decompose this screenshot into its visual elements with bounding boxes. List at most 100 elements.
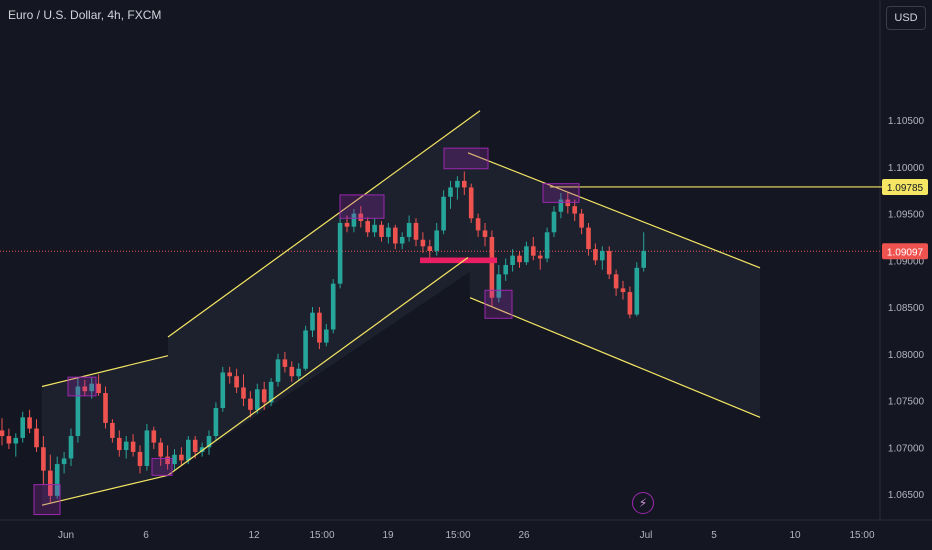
candle-body (96, 383, 101, 394)
candle-body (586, 227, 591, 250)
y-tick-label: 1.09500 (888, 210, 925, 221)
candle-body (296, 368, 301, 377)
candle-body (593, 249, 598, 261)
candle-body (75, 386, 81, 437)
candle-body (351, 213, 357, 227)
candle-body (468, 187, 474, 219)
y-tick-label: 1.09000 (888, 256, 925, 267)
candle-body (386, 227, 391, 237)
chart-title: Euro / U.S. Dollar, 4h, FXCM (8, 8, 162, 22)
candle-body (248, 398, 253, 410)
zone-box-1 (33, 484, 61, 516)
candle-body (186, 439, 191, 461)
candle-body (117, 437, 122, 451)
y-tick-label: 1.08000 (888, 350, 925, 361)
candle-body (165, 456, 170, 465)
candle-body (524, 246, 529, 263)
candle-body (103, 393, 108, 423)
candle-body (275, 359, 281, 382)
candle-body (130, 441, 136, 452)
candle-body (406, 222, 412, 237)
candle-body (20, 417, 25, 438)
candle-body (151, 430, 157, 443)
y-tick-label: 1.07000 (888, 443, 925, 454)
x-tick-label: 19 (382, 530, 394, 541)
candle-body (137, 451, 143, 466)
lightning-bolt-icon[interactable]: ⚡ (632, 492, 654, 514)
candle-body (68, 436, 74, 459)
trendline-0 (41, 355, 169, 388)
zone-box-5 (542, 183, 580, 203)
y-tick-label: 1.06500 (888, 490, 925, 501)
y-tick-label: 1.10000 (888, 163, 925, 174)
trendline-5 (469, 297, 761, 418)
candle-body (393, 227, 398, 244)
candle-body (600, 250, 605, 261)
candle-body (206, 436, 212, 448)
candle-body (489, 236, 495, 298)
candle-body (613, 274, 619, 289)
candle-body (54, 464, 60, 496)
x-tick-label: 26 (518, 530, 530, 541)
x-tick-label: 5 (711, 530, 717, 541)
x-tick-label: 10 (789, 530, 801, 541)
candle-body (282, 359, 288, 367)
x-tick-label: 15:00 (849, 530, 874, 541)
candle-body (227, 372, 232, 377)
candle-body (34, 428, 39, 448)
candle-body (213, 407, 219, 437)
candle-body (627, 292, 633, 315)
currency-button[interactable]: USD (886, 6, 926, 30)
y-tick-label: 1.10500 (888, 116, 925, 127)
candle-body (0, 430, 5, 437)
candle-body (82, 386, 88, 392)
candle-body (641, 250, 646, 268)
last-price-label: 1.09097 (887, 247, 924, 258)
candle-body (372, 224, 377, 233)
candle-body (634, 267, 640, 315)
candle-body (179, 454, 184, 461)
candle-body (89, 383, 94, 392)
candle-body (324, 329, 329, 343)
candle-body (475, 218, 481, 231)
candle-body (358, 213, 364, 222)
y-tick-label: 1.07500 (888, 397, 925, 408)
candle-body (220, 372, 226, 408)
x-tick-label: 6 (143, 530, 149, 541)
zone-box-3 (339, 194, 385, 219)
level-price-label-bg (882, 178, 928, 195)
candle-body (434, 230, 439, 251)
candle-body (510, 255, 515, 265)
candle-body (241, 387, 246, 399)
candle-body (234, 376, 239, 388)
candle-body (365, 221, 370, 233)
candle-body (289, 366, 295, 377)
channel-fill-0 (42, 355, 168, 506)
range-marker (420, 257, 497, 264)
candle-body (255, 389, 260, 410)
x-tick-label: Jul (640, 530, 653, 541)
candle-body (144, 430, 150, 466)
candle-body (413, 222, 419, 240)
candle-body (448, 187, 453, 197)
candle-body (61, 458, 67, 465)
candle-body (172, 454, 177, 465)
zone-box-6 (484, 289, 513, 319)
x-tick-label: Jun (58, 530, 74, 541)
candle-body (310, 312, 315, 331)
x-tick-label: 12 (248, 530, 260, 541)
candle-body (496, 274, 502, 298)
candle-body (517, 255, 522, 263)
candle-body (579, 213, 584, 228)
candle-body (531, 246, 536, 256)
candle-body (317, 312, 322, 343)
last-price-label-bg (882, 243, 928, 260)
candle-body (558, 199, 564, 212)
candle-body (572, 206, 577, 214)
candle-body (27, 417, 32, 429)
level-price-label: 1.09785 (887, 183, 924, 194)
x-tick-label: 15:00 (309, 530, 334, 541)
candle-body (303, 330, 308, 369)
zone-box-2 (151, 457, 173, 476)
